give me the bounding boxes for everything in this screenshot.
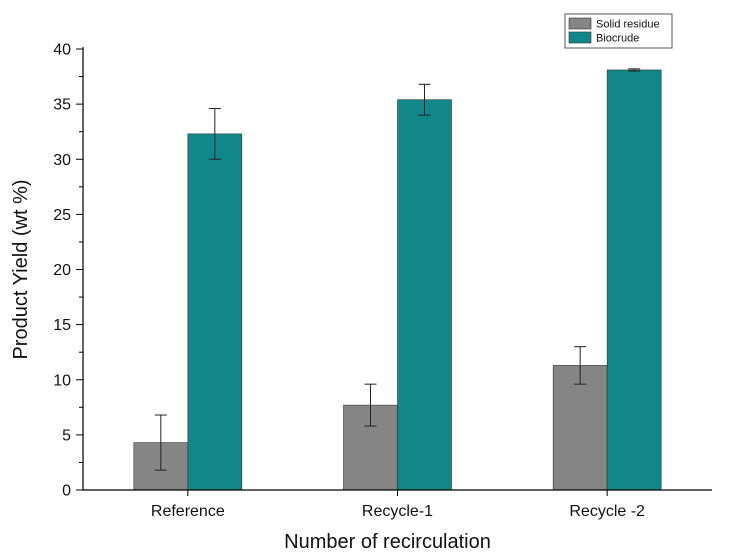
plot-area (133, 68, 662, 491)
axes: Reference Recycle-1 Recycle -2 0 5 10 15 20 25 30… (53, 42, 712, 520)
bar-biocrude-2 (397, 99, 452, 491)
legend-label-biocrude: Biocrude (596, 33, 639, 45)
error-bar-biocrude-2 (418, 83, 431, 116)
x-tick-label: Reference (151, 503, 225, 520)
y-tick-label: 0 (62, 483, 71, 500)
bar-biocrude-1 (187, 133, 243, 491)
y-tick-label: 40 (53, 42, 71, 59)
error-bar-biocrude-3 (628, 68, 641, 72)
legend: Solid residue Biocrude (564, 13, 673, 49)
error-bar-solid-residue-2 (364, 383, 377, 427)
x-axis-title: Number of recirculation (284, 531, 491, 553)
legend-label-solid-residue: Solid residue (596, 19, 660, 31)
y-axis-title: Product Yield (wt %) (10, 179, 32, 359)
y-tick-label: 5 (62, 427, 71, 444)
error-bar-solid-residue-3 (574, 346, 587, 385)
y-tick-label: 30 (53, 152, 71, 169)
legend-swatch-solid-residue (568, 17, 592, 30)
x-tick-label: Recycle-1 (362, 503, 433, 520)
y-tick-label: 25 (53, 207, 71, 224)
legend-swatch-biocrude (568, 31, 592, 44)
error-bar-biocrude-1 (208, 108, 221, 160)
x-tick-label: Recycle -2 (569, 503, 645, 520)
bar-biocrude-3 (606, 69, 662, 491)
y-tick-label: 10 (53, 372, 71, 389)
y-tick-label: 35 (53, 97, 71, 114)
y-tick-label: 15 (53, 317, 71, 334)
error-bar-solid-residue-1 (154, 414, 167, 471)
y-tick-label: 20 (53, 262, 71, 279)
